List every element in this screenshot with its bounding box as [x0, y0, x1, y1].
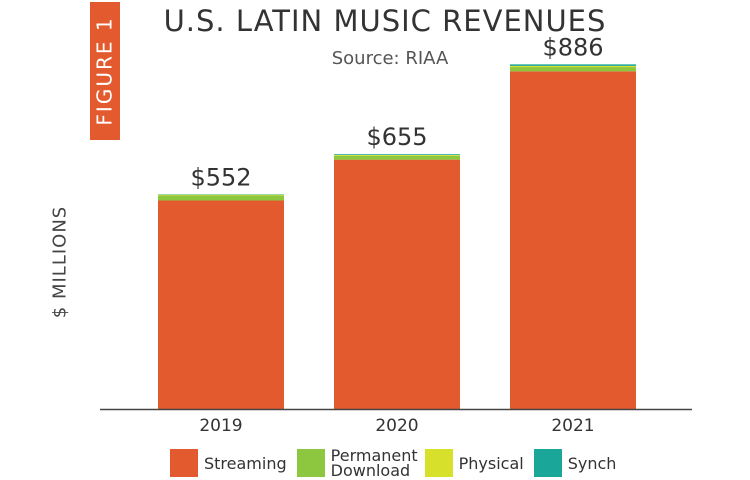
bar-2020-streaming: [334, 159, 460, 409]
bar-2019-physical: [158, 194, 284, 196]
bar-2019-permanent-download: [158, 195, 284, 201]
labels-group: $552 2019 $655 2020 $886 2021: [190, 33, 603, 436]
bar-2019-streaming: [158, 200, 284, 409]
bar-2021-synch: [510, 64, 636, 66]
legend-swatch-synch: [533, 449, 562, 477]
legend-label-streaming: Streaming: [204, 453, 287, 473]
figure-label-tag: FIGURE 1: [90, 2, 120, 140]
chart-subtitle: Source: RIAA: [331, 48, 449, 69]
bar-2020-permanent-download: [334, 155, 460, 160]
legend-label-physical: Physical: [458, 453, 524, 473]
total-label-2021: $886: [542, 33, 603, 61]
total-label-2020: $655: [366, 123, 427, 151]
bar-2021-physical: [510, 65, 636, 68]
legend-item-streaming: Streaming: [170, 449, 287, 477]
bar-2020-physical: [334, 154, 460, 156]
x-tick-label-2019: 2019: [199, 416, 242, 436]
legend-item-synch: Synch: [533, 449, 617, 477]
chart-title: U.S. LATIN MUSIC REVENUES: [163, 4, 607, 38]
legend-label-permanent-download: Permanent Download: [330, 446, 418, 480]
legend-swatch-physical: [424, 449, 453, 477]
x-tick-label-2021: 2021: [551, 416, 594, 436]
chart-plot-area: $552 2019 $655 2020 $886 2021: [100, 33, 692, 436]
legend-item-permanent-download: Permanent Download: [296, 446, 418, 480]
legend-swatch-streaming: [170, 449, 198, 477]
bars-group: [158, 64, 636, 410]
legend-label-synch: Synch: [567, 453, 617, 473]
legend-swatch-permanent-download: [296, 449, 325, 477]
bar-2021-streaming: [510, 71, 636, 410]
total-label-2019: $552: [190, 163, 251, 191]
bar-2021-permanent-download: [510, 67, 636, 72]
legend-item-physical: Physical: [424, 449, 524, 477]
legend: Streaming Permanent Download Physical Sy…: [170, 446, 616, 480]
bar-2020-synch: [334, 154, 460, 155]
x-tick-label-2020: 2020: [375, 416, 418, 436]
